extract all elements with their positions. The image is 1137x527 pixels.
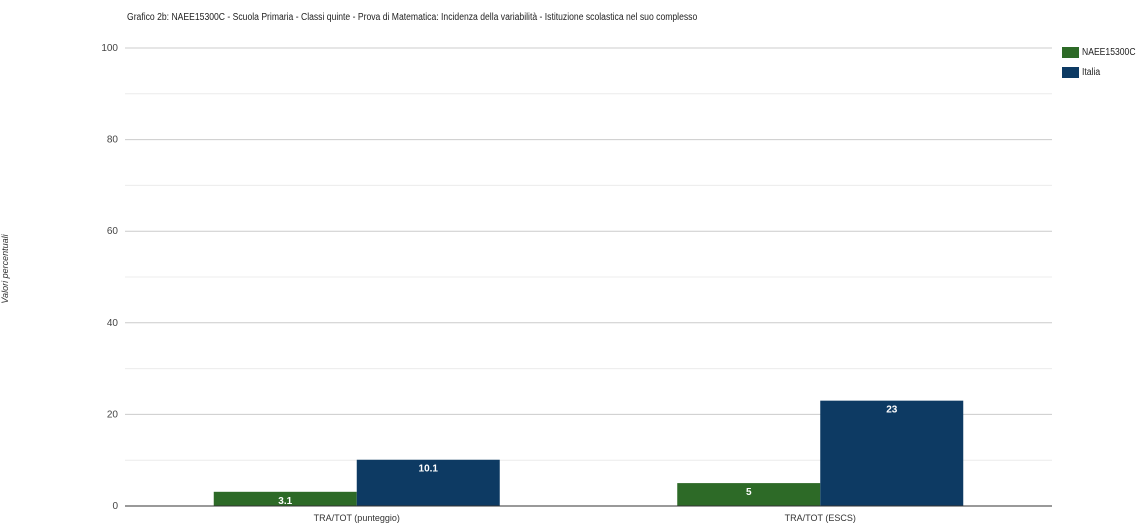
data-label: 3.1 [278,496,292,507]
data-label: 23 [886,405,898,416]
legend-item-italia: Italia [1062,67,1103,78]
y-tick-label: 0 [112,501,118,512]
bar [677,483,821,506]
x-tick-label: TRA/TOT (ESCS) [785,513,856,523]
y-tick-label: 60 [107,226,119,237]
legend-swatch-italia [1062,67,1079,78]
y-tick-label: 20 [107,409,119,420]
y-tick-label: 80 [107,135,119,146]
legend-label-italia: Italia [1082,67,1101,78]
data-label: 5 [746,487,752,498]
chart-title: Grafico 2b: NAEE15300C - Scuola Primaria… [127,12,698,23]
legend-swatch-naee15300c [1062,47,1079,58]
data-label: 10.1 [419,464,439,475]
bar [356,459,500,506]
legend-label-naee15300c: NAEE15300C [1082,47,1136,58]
y-tick-label: 100 [101,43,118,54]
bar [820,400,964,506]
x-tick-label: TRA/TOT (punteggio) [314,513,400,523]
bar [213,491,357,506]
legend-item-naee15300c: NAEE15300C [1062,47,1137,58]
y-tick-label: 40 [107,318,119,329]
